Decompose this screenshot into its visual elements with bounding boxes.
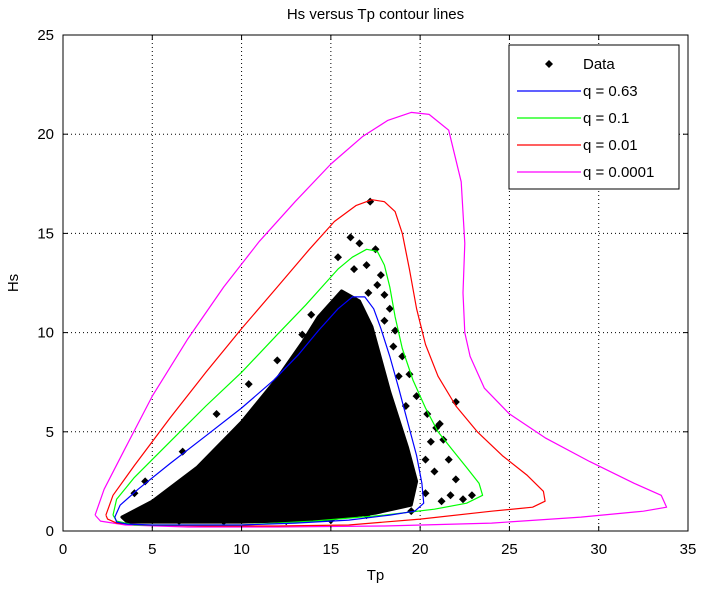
data-point [451,475,460,484]
contour-line-4 [94,111,668,528]
x-tick-label: 5 [148,541,156,558]
data-point [451,398,460,407]
data-point [385,304,394,313]
legend: Data q = 0.63 q = 0.1 q = 0.01 q = 0.0001 [508,44,680,190]
x-tick-label: 25 [501,541,518,558]
data-point [298,330,307,339]
data-point [444,455,453,464]
data-point [334,253,342,262]
data-point [446,491,455,500]
legend-label: q = 0.63 [583,83,638,100]
plot-frame [62,34,689,532]
data-point [459,495,467,504]
x-tick-label: 10 [233,541,250,558]
x-tick-label: 0 [59,541,67,558]
data-point [437,497,446,506]
data-point [421,455,430,464]
data-point [244,380,253,389]
data-point [430,467,439,476]
data-point [362,261,371,270]
legend-label: q = 0.1 [583,110,629,127]
data-point [307,310,316,319]
data-point [380,290,389,299]
data-point [389,342,398,351]
data-point [467,491,476,500]
data-point [355,239,364,248]
axis-ticks: 0 5 10 15 20 25 30 35 0 5 10 15 20 25 [37,27,696,558]
x-tick-label: 30 [590,541,607,558]
x-tick-label: 15 [323,541,340,558]
y-tick-label: 25 [37,27,54,44]
data-point [141,477,150,486]
chart-title: Hs versus Tp contour lines [287,6,464,23]
legend-marker-data [545,60,553,68]
y-tick-label: 20 [37,126,54,143]
data-point [373,280,382,289]
data-point-cloud [120,289,419,524]
contour-line-2 [112,248,484,526]
data-point [364,288,373,297]
y-axis-label: Hs [5,274,22,292]
x-tick-label: 20 [412,541,429,558]
data-point [380,316,389,325]
data-point [394,372,403,381]
legend-label: q = 0.0001 [583,164,654,181]
contour-line-3 [105,199,546,527]
data-point [273,356,282,365]
data-point [350,265,359,274]
data-point [426,437,435,446]
legend-label: q = 0.01 [583,137,638,154]
x-tick-label: 35 [680,541,697,558]
data-point [178,447,187,456]
data-point [412,392,421,401]
data-point [219,517,228,526]
plot-data [94,111,668,528]
data-point [212,409,221,418]
data-point [391,326,400,335]
data-point [435,419,444,428]
y-tick-label: 10 [37,325,54,342]
data-point [376,271,385,280]
data-point [346,233,355,242]
y-tick-label: 5 [46,424,54,441]
y-tick-label: 0 [46,523,54,540]
legend-box [508,44,680,190]
y-tick-label: 15 [37,225,54,242]
data-point [175,517,184,526]
legend-label: Data [583,56,615,73]
contour-line-1 [114,296,425,526]
x-axis-label: Tp [367,567,385,584]
